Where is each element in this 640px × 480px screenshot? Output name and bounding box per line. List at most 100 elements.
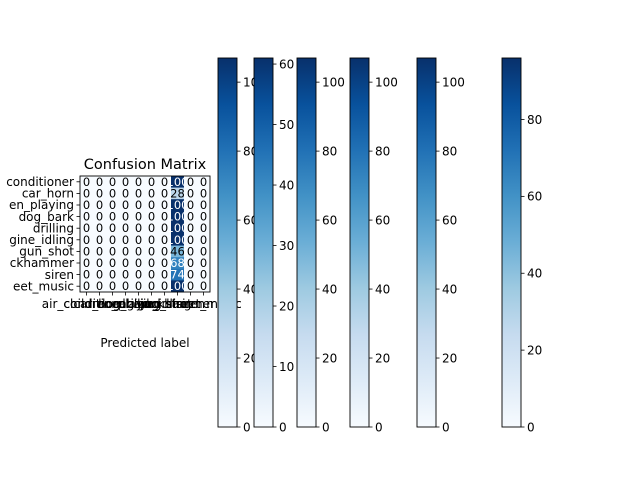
colorbar-tick-label: 0 (279, 420, 287, 434)
cell-value-label: 0 (200, 198, 207, 212)
matrix-cell (132, 257, 146, 270)
cell-value-label: 0 (96, 244, 103, 258)
colorbar-tick-label: 40 (527, 267, 542, 281)
matrix-cell (93, 280, 107, 293)
colorbar-tick-label: 0 (243, 420, 251, 434)
cell-value-label: 0 (187, 210, 194, 224)
colorbar-tick-label: 20 (442, 351, 457, 365)
colorbar-gradient (501, 57, 522, 428)
cell-value-label: 0 (148, 279, 155, 293)
matrix-cell (93, 199, 107, 212)
matrix-cell (197, 199, 211, 212)
col-tick-label: jackhammer (139, 297, 215, 311)
cell-value-label: 0 (122, 233, 129, 247)
cell-value-label: 0 (135, 210, 142, 224)
matrix-cell (80, 176, 94, 188)
matrix-cell (80, 222, 94, 235)
colorbar-tick-label: 50 (279, 118, 294, 132)
matrix-cell (171, 222, 185, 235)
matrix-cell (145, 257, 159, 270)
matrix-cell (119, 222, 133, 235)
colorbar-tick-label: 100 (322, 75, 345, 89)
cell-value-label: 0 (187, 233, 194, 247)
cell-value-label: 0 (148, 233, 155, 247)
chart-title: Confusion Matrix (84, 157, 207, 173)
colorbar-tick-label: 20 (527, 343, 542, 357)
colorbar: 0 20 40 60 80 100 (416, 57, 465, 434)
matrix-cell (197, 187, 211, 200)
matrix-cell (158, 245, 172, 258)
x-axis-label: Predicted label (100, 336, 189, 350)
matrix-cell (80, 199, 94, 212)
matrix-cell (106, 176, 120, 188)
cell-value-label: 0 (109, 175, 116, 189)
cell-value-label: 0 (122, 221, 129, 235)
cell-value-label: 0 (135, 186, 142, 200)
matrix-cell (145, 210, 159, 223)
matrix-cell (145, 245, 159, 258)
cell-value-label: 0 (161, 268, 168, 282)
col-tick-label: dog_bark (98, 297, 153, 311)
cell-value-label: 0 (187, 279, 194, 293)
cell-value-label: 28 (170, 186, 185, 200)
colorbar: 0 20 40 60 80 100 (296, 57, 345, 434)
matrix-cell (106, 245, 120, 258)
matrix-cell (184, 187, 198, 200)
matrix-cell (93, 187, 107, 200)
matrix-cell (119, 199, 133, 212)
cell-value-label: 0 (200, 210, 207, 224)
col-tick-label: drilling (118, 297, 159, 311)
colorbar-tick-label: 30 (279, 239, 294, 253)
matrix-cell (106, 187, 120, 200)
colorbar-tick-label: 80 (442, 144, 457, 158)
colorbar: 0 20 40 60 80 100 (349, 57, 398, 434)
cell-value-label: 0 (83, 279, 90, 293)
matrix-cell (119, 187, 133, 200)
cell-value-label: 0 (96, 279, 103, 293)
cell-value-label: 0 (109, 268, 116, 282)
cell-value-label: 0 (135, 256, 142, 270)
cell-value-label: 0 (109, 221, 116, 235)
matrix-cell (80, 268, 94, 281)
colorbar-tick-label: 0 (375, 420, 383, 434)
matrix-cell (132, 234, 146, 246)
matrix-cell (119, 234, 133, 246)
matrix-cell (184, 199, 198, 212)
matrix-cell (184, 210, 198, 223)
matrix-cell (184, 257, 198, 270)
colorbar-tick-label: 40 (442, 282, 457, 296)
cell-value-label: 0 (135, 198, 142, 212)
colorbar-tick-label: 100 (442, 75, 465, 89)
cell-value-label: 0 (96, 198, 103, 212)
matrix-cell (106, 280, 120, 293)
matrix-cell (171, 210, 185, 223)
cell-value-label: 0 (122, 268, 129, 282)
row-tick-label: gine_idling (9, 233, 74, 247)
cell-value-label: 0 (83, 221, 90, 235)
matrix-cell (80, 210, 94, 223)
cell-value-label: 0 (83, 244, 90, 258)
matrix-cell (106, 199, 120, 212)
matrix-cell (93, 210, 107, 223)
cell-value-label: 0 (161, 186, 168, 200)
matrix-cell (119, 176, 133, 188)
matrix-cell (132, 176, 146, 188)
cell-value-label: 0 (187, 268, 194, 282)
matrix-cell (145, 234, 159, 246)
cell-value-label: 100 (167, 210, 189, 224)
matrix-cell (158, 176, 172, 188)
colorbar-tick-label: 0 (322, 420, 330, 434)
cell-value-label: 0 (161, 233, 168, 247)
matrix-cell (197, 257, 211, 270)
colorbar-gradient (253, 57, 274, 428)
cell-value-label: 0 (200, 279, 207, 293)
matrix-cell (184, 222, 198, 235)
colorbar-tick-label: 80 (322, 144, 337, 158)
row-tick-labels: conditionercar_hornen_playingdog_barkdri… (6, 175, 80, 293)
cell-value-label: 0 (148, 268, 155, 282)
cell-value-label: 0 (96, 186, 103, 200)
matrix-cell (93, 245, 107, 258)
colorbar-tick-label: 0 (527, 420, 535, 434)
matrix-cell (171, 187, 185, 200)
